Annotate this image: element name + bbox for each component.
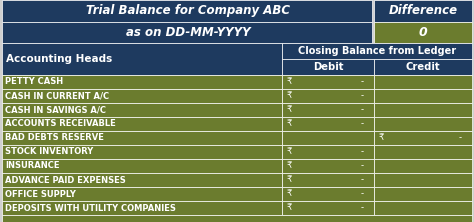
Bar bbox=[282, 145, 374, 159]
Text: -: - bbox=[361, 119, 364, 129]
Text: -: - bbox=[361, 204, 364, 212]
Text: -: - bbox=[361, 147, 364, 157]
Text: Accounting Heads: Accounting Heads bbox=[6, 54, 112, 64]
Text: PETTY CASH: PETTY CASH bbox=[5, 77, 63, 87]
Bar bbox=[282, 117, 374, 131]
Text: DEPOSITS WITH UTILITY COMPANIES: DEPOSITS WITH UTILITY COMPANIES bbox=[5, 204, 176, 212]
Bar bbox=[282, 103, 374, 117]
Bar bbox=[282, 187, 374, 201]
Bar bbox=[374, 201, 472, 215]
Bar bbox=[374, 145, 472, 159]
Text: -: - bbox=[361, 105, 364, 115]
Text: ₹: ₹ bbox=[287, 147, 292, 157]
Text: as on DD-MM-YYYY: as on DD-MM-YYYY bbox=[126, 26, 250, 39]
Text: -: - bbox=[459, 133, 462, 143]
Bar bbox=[282, 201, 374, 215]
Bar bbox=[2, 75, 282, 89]
Text: ₹: ₹ bbox=[287, 176, 292, 184]
Bar bbox=[2, 89, 282, 103]
Bar bbox=[374, 0, 472, 22]
Text: ₹: ₹ bbox=[287, 119, 292, 129]
Text: ACCOUNTS RECEIVABLE: ACCOUNTS RECEIVABLE bbox=[5, 119, 116, 129]
Text: ₹: ₹ bbox=[287, 190, 292, 198]
Text: ₹: ₹ bbox=[287, 204, 292, 212]
Text: STOCK INVENTORY: STOCK INVENTORY bbox=[5, 147, 93, 157]
Bar bbox=[374, 103, 472, 117]
Bar bbox=[2, 145, 282, 159]
Text: -: - bbox=[361, 77, 364, 87]
Text: ₹: ₹ bbox=[379, 133, 384, 143]
Text: ₹: ₹ bbox=[287, 77, 292, 87]
Bar bbox=[282, 173, 374, 187]
Text: Difference: Difference bbox=[388, 4, 457, 18]
Text: BAD DEBTS RESERVE: BAD DEBTS RESERVE bbox=[5, 133, 104, 143]
Text: Credit: Credit bbox=[406, 62, 440, 72]
Text: 0: 0 bbox=[419, 26, 428, 39]
Bar bbox=[282, 89, 374, 103]
Bar bbox=[374, 22, 472, 43]
Bar bbox=[2, 131, 282, 145]
Bar bbox=[2, 22, 372, 43]
Bar bbox=[2, 0, 372, 22]
Bar bbox=[282, 131, 374, 145]
Text: Trial Balance for Company ABC: Trial Balance for Company ABC bbox=[86, 4, 290, 18]
Bar bbox=[2, 103, 282, 117]
Text: Debit: Debit bbox=[313, 62, 343, 72]
Text: ADVANCE PAID EXPENSES: ADVANCE PAID EXPENSES bbox=[5, 176, 126, 184]
Bar bbox=[282, 43, 472, 59]
Text: Closing Balance from Ledger: Closing Balance from Ledger bbox=[298, 46, 456, 56]
Bar bbox=[2, 215, 472, 222]
Bar bbox=[374, 187, 472, 201]
Bar bbox=[374, 117, 472, 131]
Bar bbox=[374, 173, 472, 187]
Text: CASH IN SAVINGS A/C: CASH IN SAVINGS A/C bbox=[5, 105, 106, 115]
Bar bbox=[2, 43, 282, 75]
Text: ₹: ₹ bbox=[287, 105, 292, 115]
Bar bbox=[282, 75, 374, 89]
Bar bbox=[2, 117, 282, 131]
Bar bbox=[282, 59, 374, 75]
Text: OFFICE SUPPLY: OFFICE SUPPLY bbox=[5, 190, 76, 198]
Text: -: - bbox=[361, 91, 364, 101]
Bar bbox=[2, 159, 282, 173]
Bar bbox=[2, 201, 282, 215]
Bar bbox=[2, 187, 282, 201]
Bar bbox=[2, 173, 282, 187]
Text: INSURANCE: INSURANCE bbox=[5, 161, 60, 170]
Text: -: - bbox=[361, 176, 364, 184]
Bar bbox=[282, 159, 374, 173]
Text: -: - bbox=[361, 190, 364, 198]
Text: CASH IN CURRENT A/C: CASH IN CURRENT A/C bbox=[5, 91, 109, 101]
Text: ₹: ₹ bbox=[287, 161, 292, 170]
Bar bbox=[374, 159, 472, 173]
Bar bbox=[374, 59, 472, 75]
Bar bbox=[374, 75, 472, 89]
Text: ₹: ₹ bbox=[287, 91, 292, 101]
Text: -: - bbox=[361, 161, 364, 170]
Bar bbox=[374, 131, 472, 145]
Bar bbox=[374, 89, 472, 103]
